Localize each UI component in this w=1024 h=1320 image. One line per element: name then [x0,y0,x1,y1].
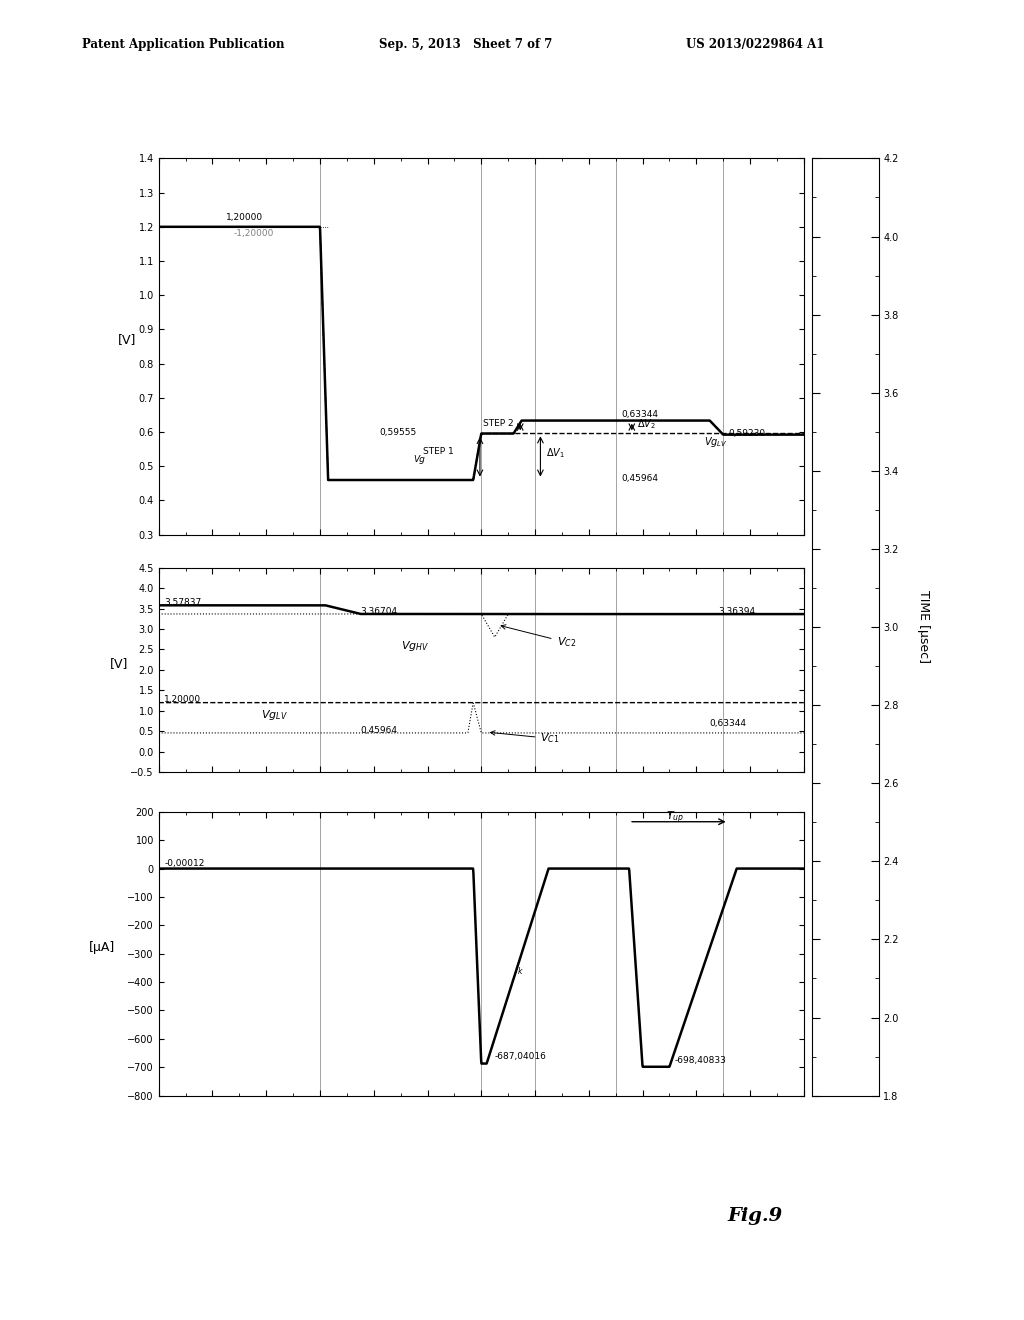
Text: 0,45964: 0,45964 [360,726,397,735]
Y-axis label: TIME [μsec]: TIME [μsec] [916,590,930,664]
Text: Fig.9: Fig.9 [727,1206,782,1225]
Text: 0,63344: 0,63344 [621,411,658,420]
Text: Vg: Vg [414,455,425,463]
Text: $Vg_{HV}$: $Vg_{HV}$ [400,639,429,653]
Text: $V_{C1}$: $V_{C1}$ [490,731,560,746]
Text: US 2013/0229864 A1: US 2013/0229864 A1 [686,37,824,50]
Text: -698,40833: -698,40833 [675,1056,727,1065]
Text: 3,57837: 3,57837 [164,598,202,607]
Text: STEP 2: STEP 2 [483,420,514,428]
Y-axis label: [V]: [V] [110,657,128,671]
Text: $i_k$: $i_k$ [513,964,523,977]
Text: 0,59555: 0,59555 [379,428,417,437]
Text: 3,36704: 3,36704 [360,607,397,615]
Text: $Vg_{LV}$: $Vg_{LV}$ [705,436,728,449]
Text: -0,00012: -0,00012 [164,859,205,869]
Text: 0,59230: 0,59230 [728,429,766,437]
Text: Patent Application Publication: Patent Application Publication [82,37,285,50]
Y-axis label: [μA]: [μA] [89,941,116,953]
Text: 1,20000: 1,20000 [164,694,202,704]
Text: $\Delta V_1$: $\Delta V_1$ [546,446,565,461]
Text: 1,20000: 1,20000 [226,213,263,222]
Text: 0,63344: 0,63344 [710,719,746,727]
Text: $V_{C2}$: $V_{C2}$ [501,624,575,649]
Text: $\Delta V_2$: $\Delta V_2$ [637,417,656,432]
Text: -1,20000: -1,20000 [233,228,274,238]
Text: 3,36394: 3,36394 [718,607,755,615]
Text: $Vg_{LV}$: $Vg_{LV}$ [261,709,288,722]
Text: $T_{up}$: $T_{up}$ [666,809,684,825]
Text: STEP 1: STEP 1 [423,447,454,457]
Text: -687,04016: -687,04016 [495,1052,547,1061]
Y-axis label: [V]: [V] [118,334,136,346]
Text: Sep. 5, 2013   Sheet 7 of 7: Sep. 5, 2013 Sheet 7 of 7 [379,37,552,50]
Text: 0,45964: 0,45964 [621,474,658,483]
